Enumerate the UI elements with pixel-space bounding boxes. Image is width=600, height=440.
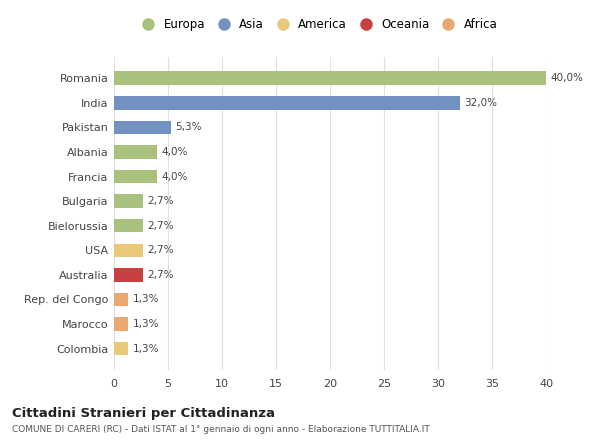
Bar xyxy=(114,317,128,331)
Bar xyxy=(114,71,546,85)
Bar xyxy=(114,243,143,257)
Text: 1,3%: 1,3% xyxy=(133,294,159,304)
Bar xyxy=(114,219,143,232)
Bar xyxy=(114,268,143,282)
Text: Cittadini Stranieri per Cittadinanza: Cittadini Stranieri per Cittadinanza xyxy=(12,407,275,420)
Legend: Europa, Asia, America, Oceania, Africa: Europa, Asia, America, Oceania, Africa xyxy=(132,13,502,36)
Bar xyxy=(114,194,143,208)
Text: 2,7%: 2,7% xyxy=(148,196,174,206)
Text: 4,0%: 4,0% xyxy=(161,147,188,157)
Text: 2,7%: 2,7% xyxy=(148,221,174,231)
Text: 4,0%: 4,0% xyxy=(161,172,188,182)
Text: COMUNE DI CARERI (RC) - Dati ISTAT al 1° gennaio di ogni anno - Elaborazione TUT: COMUNE DI CARERI (RC) - Dati ISTAT al 1°… xyxy=(12,425,430,434)
Bar xyxy=(114,170,157,183)
Bar xyxy=(114,96,460,110)
Bar xyxy=(114,293,128,306)
Text: 1,3%: 1,3% xyxy=(133,319,159,329)
Text: 2,7%: 2,7% xyxy=(148,270,174,280)
Text: 2,7%: 2,7% xyxy=(148,245,174,255)
Text: 1,3%: 1,3% xyxy=(133,344,159,354)
Bar xyxy=(114,342,128,356)
Bar xyxy=(114,121,171,134)
Text: 32,0%: 32,0% xyxy=(464,98,497,108)
Text: 40,0%: 40,0% xyxy=(550,73,583,83)
Text: 5,3%: 5,3% xyxy=(176,122,202,132)
Bar xyxy=(114,145,157,159)
